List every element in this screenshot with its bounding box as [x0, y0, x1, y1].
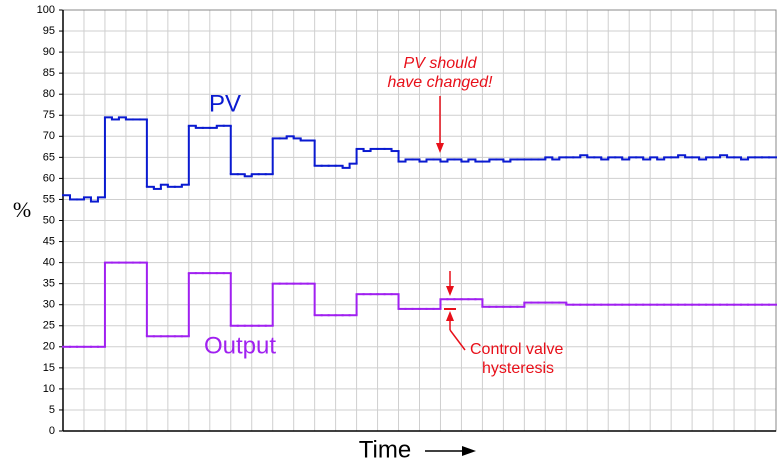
y-tick-label: 75	[43, 109, 55, 121]
y-tick-label: 30	[43, 299, 55, 311]
annotation-text: hysteresis	[482, 360, 554, 377]
time-arrow	[425, 446, 476, 456]
y-axis-label: %	[13, 197, 31, 222]
y-tick-label: 85	[43, 67, 55, 79]
annotation-arrow-head	[436, 143, 444, 153]
y-tick-label: 40	[43, 257, 55, 269]
y-tick-label: 15	[43, 362, 55, 374]
annotation-arrow-head	[446, 286, 454, 296]
annotation-text: have changed!	[388, 74, 494, 91]
y-tick-label: 80	[43, 88, 55, 100]
y-tick-label: 70	[43, 130, 55, 142]
series-label: PV	[209, 90, 241, 117]
y-tick-label: 35	[43, 278, 55, 290]
annotation-text: Control valve	[470, 341, 563, 358]
annotation-arrow-head	[446, 311, 454, 321]
y-tick-label: 25	[43, 320, 55, 332]
y-tick-label: 90	[43, 46, 55, 58]
y-tick-label: 65	[43, 151, 55, 163]
y-tick-label: 0	[49, 425, 55, 437]
y-tick-label: 20	[43, 341, 55, 353]
time-arrow-head	[462, 446, 476, 456]
y-tick-label: 5	[49, 404, 55, 416]
series-label: Output	[204, 332, 276, 359]
x-axis-label: Time	[359, 436, 411, 463]
y-tick-label: 100	[37, 4, 55, 16]
y-tick-label: 10	[43, 383, 55, 395]
y-tick-label: 55	[43, 193, 55, 205]
annotation-leader	[449, 329, 466, 351]
y-tick-label: 95	[43, 25, 55, 37]
y-tick-label: 50	[43, 214, 55, 226]
annotation-text: PV should	[404, 55, 478, 72]
y-tick-label: 45	[43, 235, 55, 247]
grid	[63, 9, 776, 432]
y-tick-label: 60	[43, 172, 55, 184]
